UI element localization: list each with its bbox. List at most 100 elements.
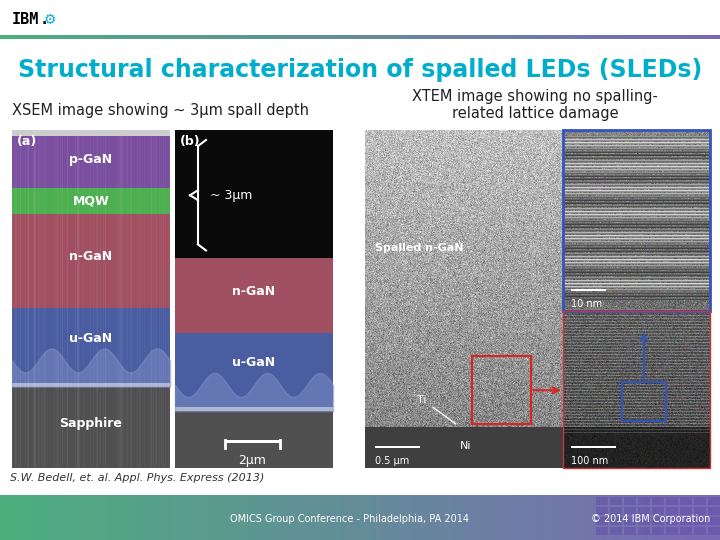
Bar <box>596 497 608 505</box>
Bar <box>589 35 590 39</box>
Bar <box>421 35 422 39</box>
Bar <box>390 35 391 39</box>
Bar <box>48 35 49 39</box>
Bar <box>563 130 710 311</box>
Text: Structural characterization of spalled LEDs (SLEDs): Structural characterization of spalled L… <box>18 58 702 82</box>
Bar <box>355 495 356 540</box>
Bar <box>702 495 703 540</box>
Bar <box>135 495 136 540</box>
Bar <box>627 495 628 540</box>
Bar <box>263 495 264 540</box>
Bar <box>350 495 351 540</box>
Bar <box>196 35 197 39</box>
Bar <box>502 495 503 540</box>
Bar <box>452 495 453 540</box>
Bar <box>168 35 169 39</box>
Bar <box>100 35 101 39</box>
Bar <box>444 495 445 540</box>
Bar <box>521 495 522 540</box>
Bar <box>3 35 4 39</box>
Bar <box>176 35 177 39</box>
Bar <box>342 35 343 39</box>
Bar <box>578 495 579 540</box>
Bar <box>500 495 501 540</box>
Bar <box>439 35 440 39</box>
Bar <box>655 35 656 39</box>
Bar <box>351 495 352 540</box>
Bar <box>181 35 182 39</box>
Bar <box>4 495 5 540</box>
Bar <box>77 35 78 39</box>
Bar <box>509 495 510 540</box>
Bar <box>608 35 609 39</box>
Bar <box>130 495 131 540</box>
Bar <box>59 495 60 540</box>
Bar <box>112 495 113 540</box>
Bar <box>676 495 677 540</box>
Bar <box>489 495 490 540</box>
Bar <box>644 35 645 39</box>
Bar <box>435 35 436 39</box>
Bar <box>393 35 394 39</box>
Bar <box>680 527 692 535</box>
Bar <box>299 495 300 540</box>
Text: XSEM image showing ~ 3μm spall depth: XSEM image showing ~ 3μm spall depth <box>12 103 309 118</box>
Bar <box>383 495 384 540</box>
Bar <box>70 495 71 540</box>
Bar <box>180 495 181 540</box>
Bar <box>153 35 154 39</box>
Bar <box>636 495 637 540</box>
Bar <box>72 35 73 39</box>
Bar <box>428 495 429 540</box>
Bar <box>19 495 20 540</box>
Bar <box>110 35 111 39</box>
Bar <box>207 495 208 540</box>
Bar <box>607 35 608 39</box>
Bar <box>285 35 286 39</box>
Bar <box>204 35 205 39</box>
Bar <box>517 495 518 540</box>
Bar <box>676 35 677 39</box>
Bar <box>43 35 44 39</box>
Bar <box>45 495 46 540</box>
Bar <box>361 495 362 540</box>
Bar <box>374 35 375 39</box>
Bar <box>248 495 249 540</box>
Bar <box>648 495 649 540</box>
Bar <box>54 495 55 540</box>
Bar <box>460 495 461 540</box>
Bar <box>81 495 82 540</box>
Bar <box>706 35 707 39</box>
Bar <box>345 495 346 540</box>
Bar <box>663 495 664 540</box>
Bar <box>254 35 255 39</box>
Bar <box>576 35 577 39</box>
Bar <box>458 495 459 540</box>
Bar <box>332 35 333 39</box>
Bar <box>424 35 425 39</box>
Bar <box>403 495 404 540</box>
Bar <box>445 35 446 39</box>
Bar <box>131 495 132 540</box>
Bar <box>222 35 223 39</box>
Bar <box>411 35 412 39</box>
Bar <box>575 35 576 39</box>
Bar <box>86 495 87 540</box>
Bar <box>253 495 254 540</box>
Bar <box>18 495 19 540</box>
Bar <box>174 495 175 540</box>
Bar <box>602 35 603 39</box>
Bar <box>504 35 505 39</box>
Bar <box>709 35 710 39</box>
Bar <box>293 35 294 39</box>
Bar <box>28 35 29 39</box>
Bar <box>449 495 450 540</box>
Bar <box>249 35 250 39</box>
Bar <box>713 495 714 540</box>
Bar <box>571 35 572 39</box>
Bar <box>603 495 604 540</box>
Bar <box>250 495 251 540</box>
Bar <box>634 35 635 39</box>
Bar <box>719 495 720 540</box>
Bar <box>666 35 667 39</box>
